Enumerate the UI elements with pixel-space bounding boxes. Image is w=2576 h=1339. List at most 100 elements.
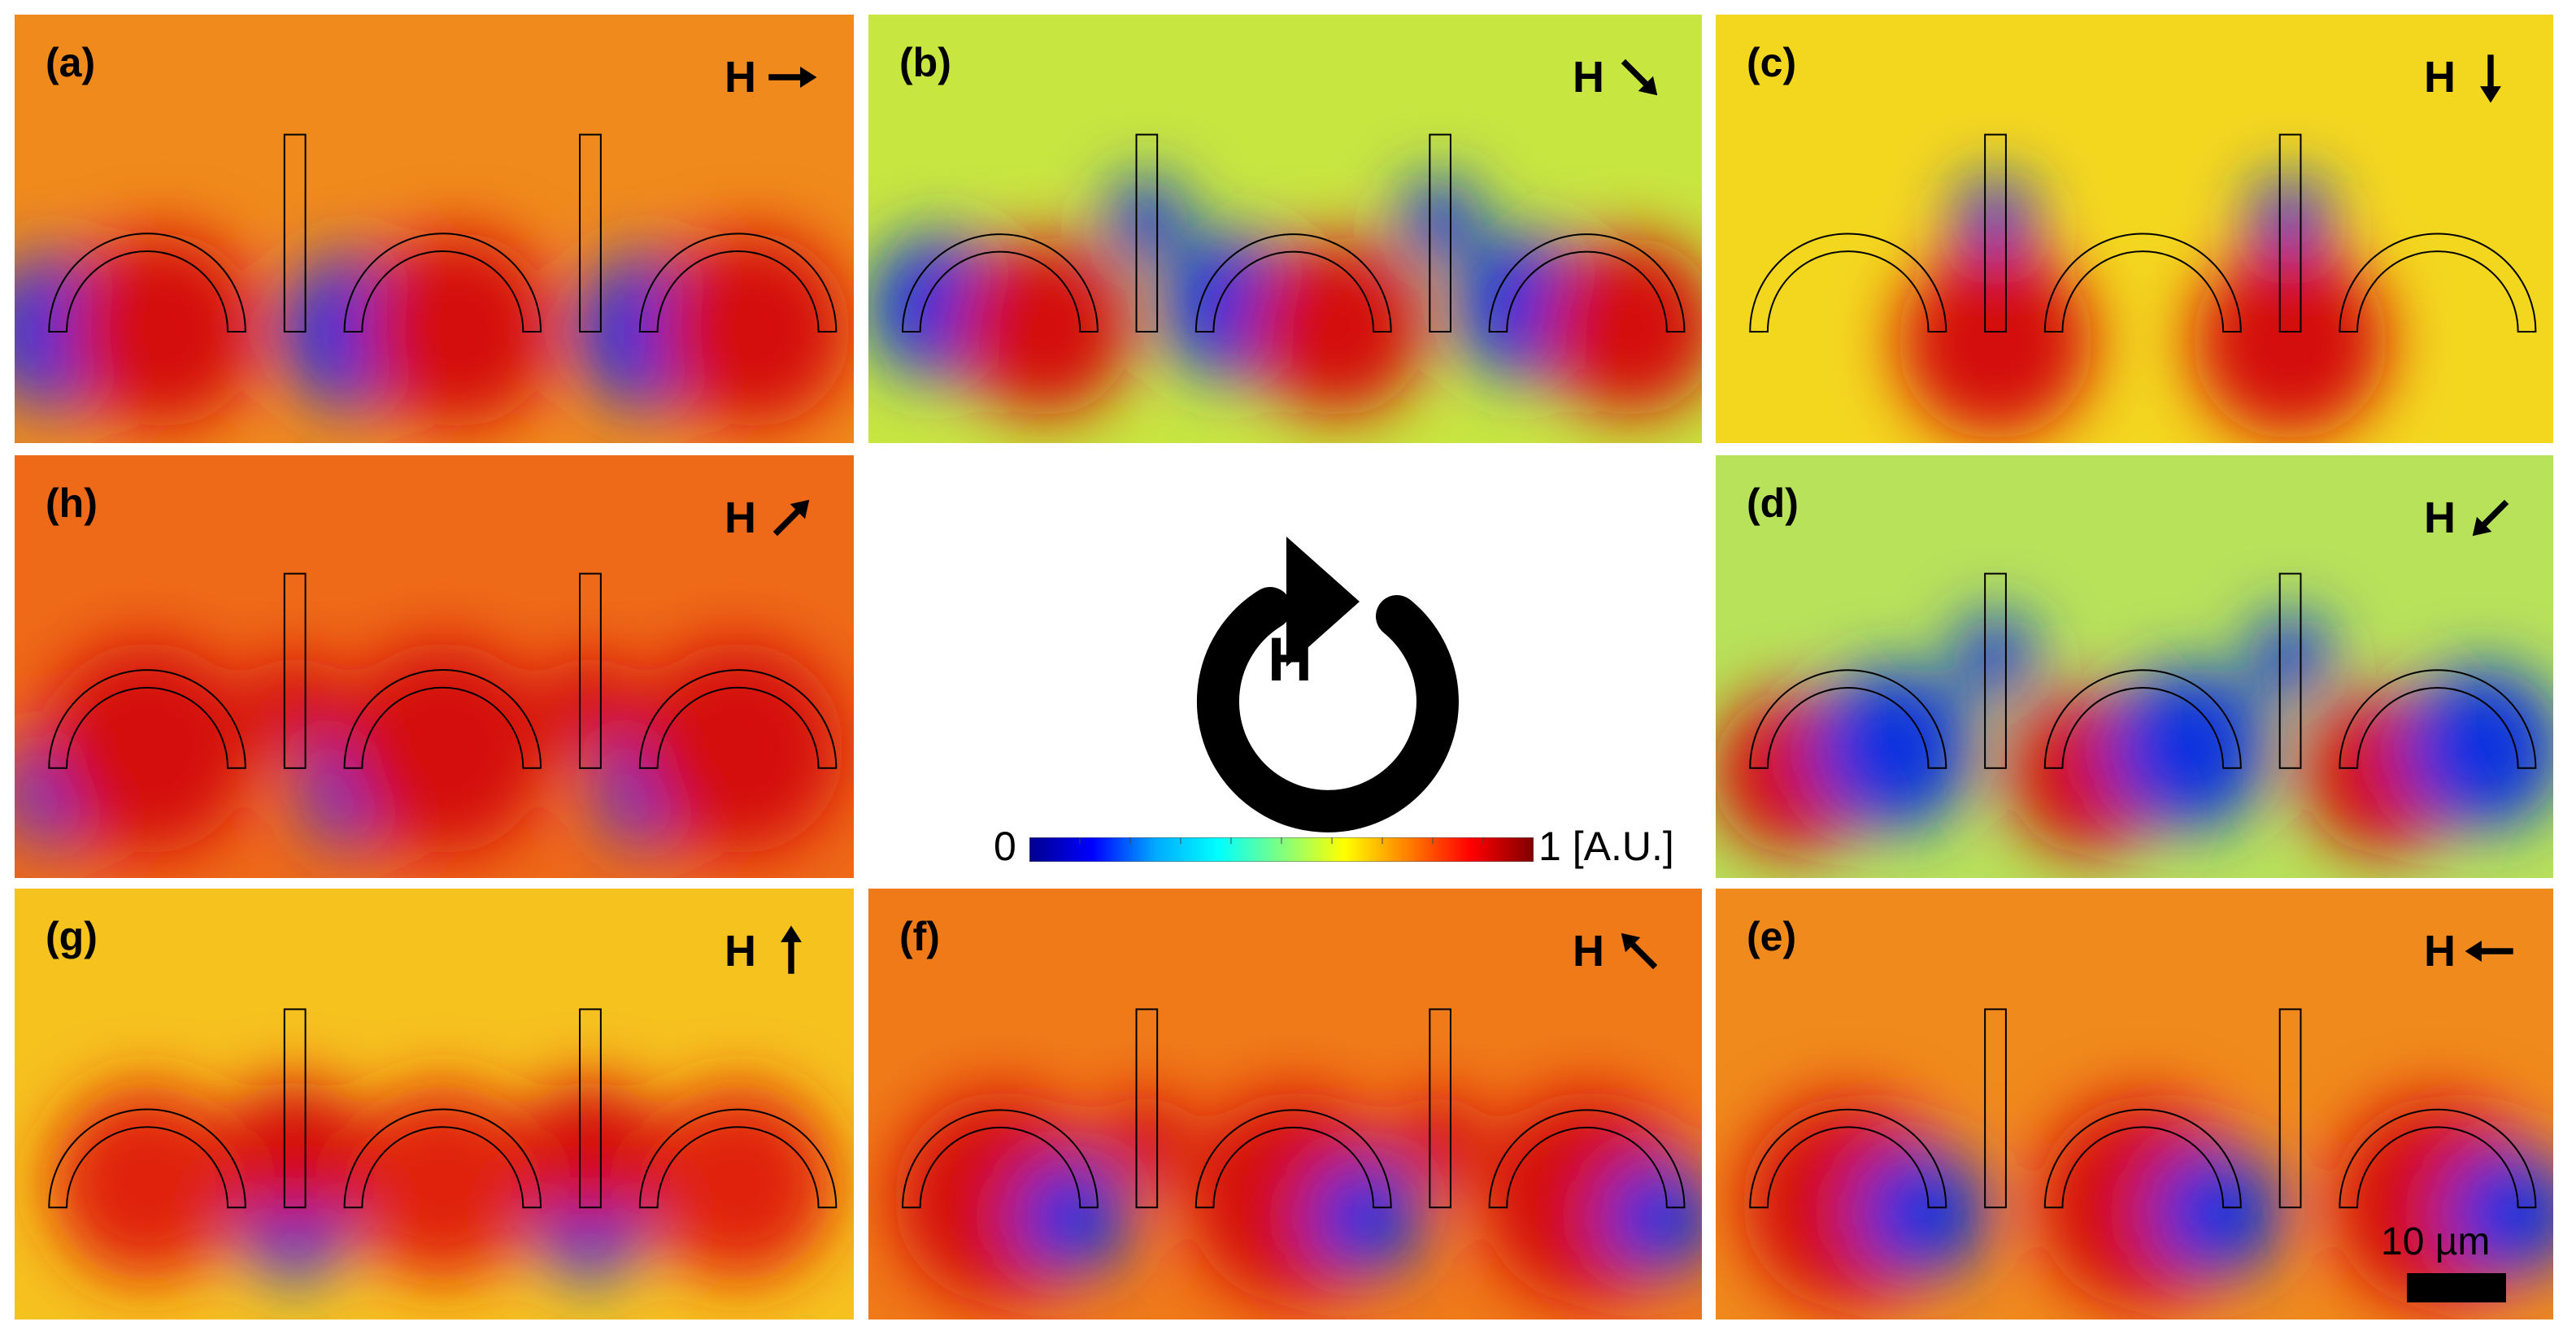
half-ring-outline — [2043, 669, 2242, 769]
bar-magnet-outline — [2278, 1008, 2302, 1209]
half-ring-outline — [2043, 1108, 2242, 1209]
field-direction-indicator: H — [724, 47, 821, 107]
bar-magnet-outline — [1135, 133, 1159, 333]
half-ring-outline — [2339, 233, 2537, 333]
field-direction-letter: H — [2424, 927, 2456, 976]
field-hotspot — [516, 1080, 664, 1227]
field-hotspot — [2105, 667, 2269, 830]
up-left-arrow-icon — [1621, 933, 1658, 970]
bar-magnet-outline — [1984, 133, 2007, 333]
left-arrow-icon — [2465, 941, 2513, 962]
half-ring-outline — [343, 669, 542, 769]
field-hotspot — [954, 237, 1134, 416]
scale-bar-label: 10 µm — [2381, 1220, 2491, 1263]
field-panel-b: (b) H — [868, 15, 1702, 443]
field-hotspot — [640, 1085, 836, 1281]
half-ring-outline — [2043, 233, 2242, 333]
field-direction-indicator: H — [1573, 47, 1669, 107]
panel-label: (c) — [1747, 40, 1797, 85]
field-hotspot — [1541, 237, 1702, 416]
rotation-arrowhead — [1286, 537, 1360, 667]
field-direction-letter: H — [724, 53, 756, 102]
field-map — [1716, 455, 2553, 878]
rotation-letter: H — [1268, 625, 1312, 694]
bar-magnet-outline — [2278, 133, 2302, 333]
up-right-arrow-icon — [772, 499, 810, 537]
panel-label: (h) — [46, 480, 98, 526]
half-ring-outline — [1488, 233, 1686, 333]
field-hotspot — [2249, 615, 2331, 697]
bar-magnet-outline — [283, 1008, 307, 1209]
bar-magnet-outline — [1429, 1008, 1451, 1209]
field-panel-d: (d) H — [1716, 455, 2553, 878]
panel-label: (d) — [1747, 480, 1799, 526]
field-hotspot — [246, 655, 344, 754]
field-direction-letter: H — [2424, 493, 2456, 542]
field-direction-indicator: H — [2424, 921, 2521, 981]
right-arrow-icon — [768, 67, 817, 88]
bar-magnet-outline — [1135, 1008, 1159, 1209]
field-map — [868, 889, 1702, 1319]
field-hotspot — [1395, 1094, 1486, 1185]
scale-bar-line — [2407, 1273, 2506, 1302]
panel-label: (g) — [46, 914, 98, 959]
field-map — [1716, 15, 2553, 443]
field-panel-h: (h) H — [15, 455, 854, 878]
field-hotspot — [359, 232, 555, 428]
field-hotspot — [345, 1085, 541, 1281]
field-direction-letter: H — [724, 927, 756, 976]
field-hotspot — [632, 642, 844, 854]
half-ring-outline — [1749, 1108, 1947, 1209]
field-panel-a: (a) H — [15, 15, 854, 443]
colorbar-min-label: 0 — [994, 824, 1016, 869]
field-hotspot — [1898, 244, 2094, 440]
bar-magnet-outline — [579, 133, 602, 333]
field-hotspot — [1603, 1160, 1702, 1275]
bar-magnet-outline — [579, 572, 602, 769]
bar-magnet-outline — [2278, 572, 2302, 769]
up-arrow-icon — [781, 925, 802, 974]
field-direction-letter: H — [724, 493, 756, 542]
field-direction-indicator: H — [2424, 47, 2521, 107]
half-ring-outline — [902, 1109, 1099, 1209]
field-hotspot — [2151, 1147, 2282, 1278]
field-hotspot — [50, 1085, 246, 1281]
field-map — [868, 15, 1702, 443]
half-ring-outline — [1194, 1109, 1392, 1209]
field-hotspot — [655, 232, 851, 428]
field-hotspot — [1399, 179, 1482, 261]
field-map — [15, 15, 854, 443]
field-panel-c: (c) H — [1716, 15, 2553, 443]
field-panel-f: (f) H — [868, 889, 1702, 1319]
field-hotspot — [541, 655, 639, 754]
field-map — [15, 455, 854, 878]
half-ring-outline — [638, 233, 838, 333]
half-ring-outline — [343, 1108, 542, 1209]
half-ring-outline — [1488, 1110, 1686, 1209]
panel-label: (f) — [899, 914, 940, 959]
colorbar — [1029, 837, 1534, 862]
panel-label: (e) — [1747, 914, 1797, 959]
colorbar-max-label: 1 [A.U.] — [1538, 824, 1674, 869]
field-hotspot — [1309, 1160, 1424, 1275]
field-direction-indicator: H — [1573, 921, 1669, 981]
field-hotspot — [1856, 1147, 1987, 1278]
down-arrow-icon — [2480, 54, 2501, 103]
field-direction-letter: H — [2424, 53, 2456, 102]
field-hotspot — [2446, 1147, 2553, 1278]
field-map — [15, 889, 854, 1319]
field-hotspot — [1247, 237, 1427, 416]
half-ring-outline — [638, 669, 838, 769]
panel-label: (a) — [46, 40, 96, 85]
field-hotspot — [41, 642, 254, 854]
bar-magnet-outline — [1984, 1008, 2007, 1209]
bar-magnet-outline — [283, 133, 307, 333]
field-hotspot — [1106, 179, 1188, 261]
field-hotspot — [1016, 1160, 1130, 1275]
field-direction-indicator: H — [724, 488, 821, 548]
half-ring-outline — [2339, 1108, 2537, 1209]
field-hotspot — [221, 1080, 368, 1227]
field-panel-g: (g) H — [15, 889, 854, 1319]
panel-label: (b) — [899, 40, 951, 85]
half-ring-outline — [343, 233, 542, 333]
